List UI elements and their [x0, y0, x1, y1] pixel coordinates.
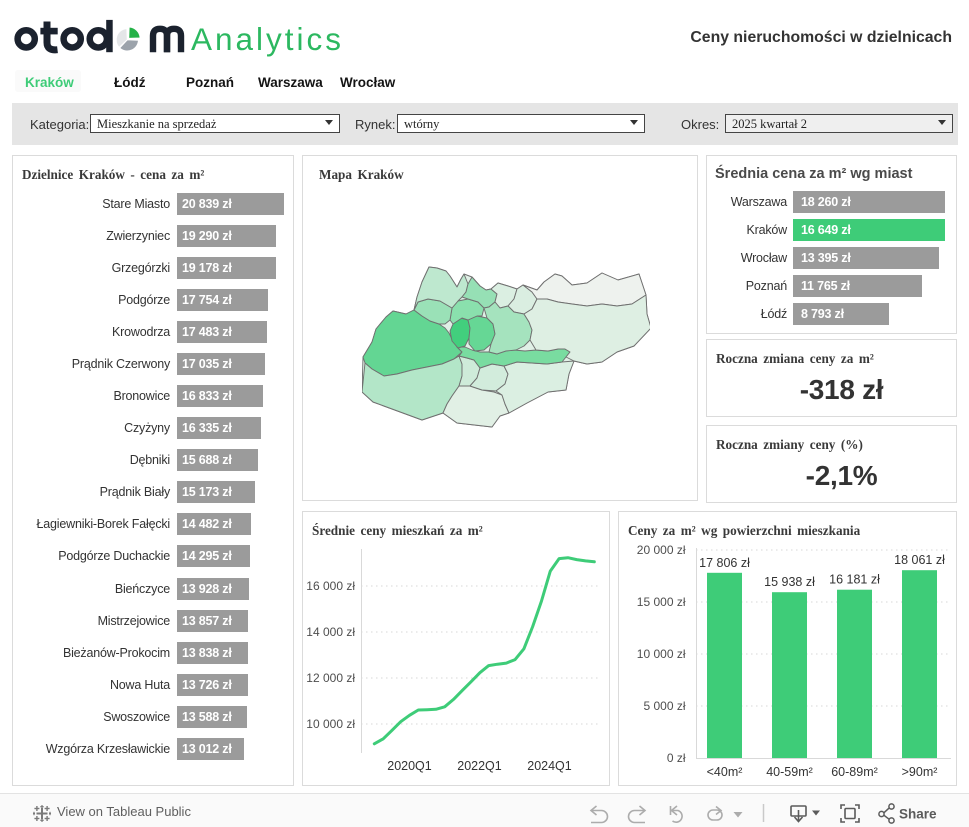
svg-text:17 806 zł: 17 806 zł: [699, 556, 750, 570]
svg-text:15 000 zł: 15 000 zł: [637, 595, 686, 609]
svg-text:16 000 zł: 16 000 zł: [306, 579, 355, 593]
svg-text:10 000 zł: 10 000 zł: [637, 647, 686, 661]
svg-text:18 061 zł: 18 061 zł: [894, 553, 945, 567]
svg-text:>90m²: >90m²: [902, 765, 938, 779]
svg-text:60-89m²: 60-89m²: [831, 765, 878, 779]
svg-text:10 000 zł: 10 000 zł: [306, 717, 355, 731]
svg-text:16 181 zł: 16 181 zł: [829, 573, 880, 587]
svg-text:12 000 zł: 12 000 zł: [306, 671, 355, 685]
svg-text:2022Q1: 2022Q1: [457, 759, 502, 773]
svg-text:2024Q1: 2024Q1: [527, 759, 572, 773]
svg-text:0 zł: 0 zł: [667, 751, 686, 765]
svg-text:20 000 zł: 20 000 zł: [637, 543, 686, 557]
svg-text:2020Q1: 2020Q1: [387, 759, 432, 773]
svg-text:<40m²: <40m²: [707, 765, 743, 779]
svg-text:14 000 zł: 14 000 zł: [306, 625, 355, 639]
svg-text:15 938 zł: 15 938 zł: [764, 575, 815, 589]
svg-text:Share: Share: [899, 807, 937, 822]
svg-text:Analytics: Analytics: [191, 21, 344, 57]
svg-text:40-59m²: 40-59m²: [766, 765, 813, 779]
svg-text:5 000 zł: 5 000 zł: [643, 699, 685, 713]
